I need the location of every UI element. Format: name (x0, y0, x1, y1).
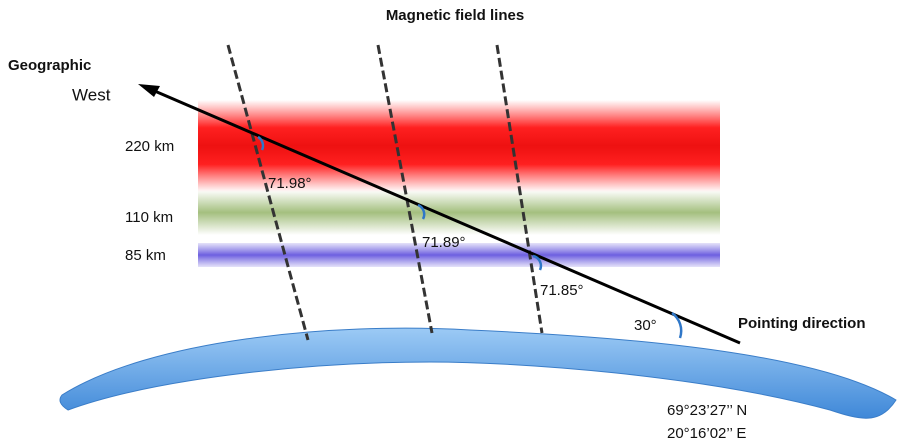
band-110 (198, 190, 720, 235)
field-line (495, 44, 544, 334)
direction-label: Geographic (8, 57, 91, 74)
field-line (226, 44, 310, 341)
coordinate: 20°16’02’’ E (667, 425, 746, 442)
angle-arcs (257, 135, 683, 339)
angle-label: 71.89° (422, 234, 466, 251)
field-line (376, 44, 434, 334)
arrow-head (138, 84, 160, 97)
band-85 (198, 243, 720, 267)
coordinate: 69°23’27’’ N (667, 402, 747, 419)
angle-label: 30° (634, 317, 657, 334)
angle-arc (417, 203, 426, 220)
angle-arc (257, 135, 265, 151)
field-lines (226, 44, 544, 341)
altitude-label: 85 km (125, 247, 166, 264)
angle-arc (532, 254, 543, 271)
angle-arc (671, 311, 683, 339)
pointing-label: Pointing direction (738, 315, 866, 332)
pointing-line (149, 87, 741, 345)
title: Magnetic field lines (386, 7, 524, 24)
altitude-label: 110 km (125, 209, 173, 226)
earth (59, 327, 897, 419)
altitude-label: 220 km (125, 138, 174, 155)
angle-label: 71.98° (268, 175, 312, 192)
direction-label: West (72, 85, 111, 104)
angle-label: 71.85° (540, 282, 584, 299)
